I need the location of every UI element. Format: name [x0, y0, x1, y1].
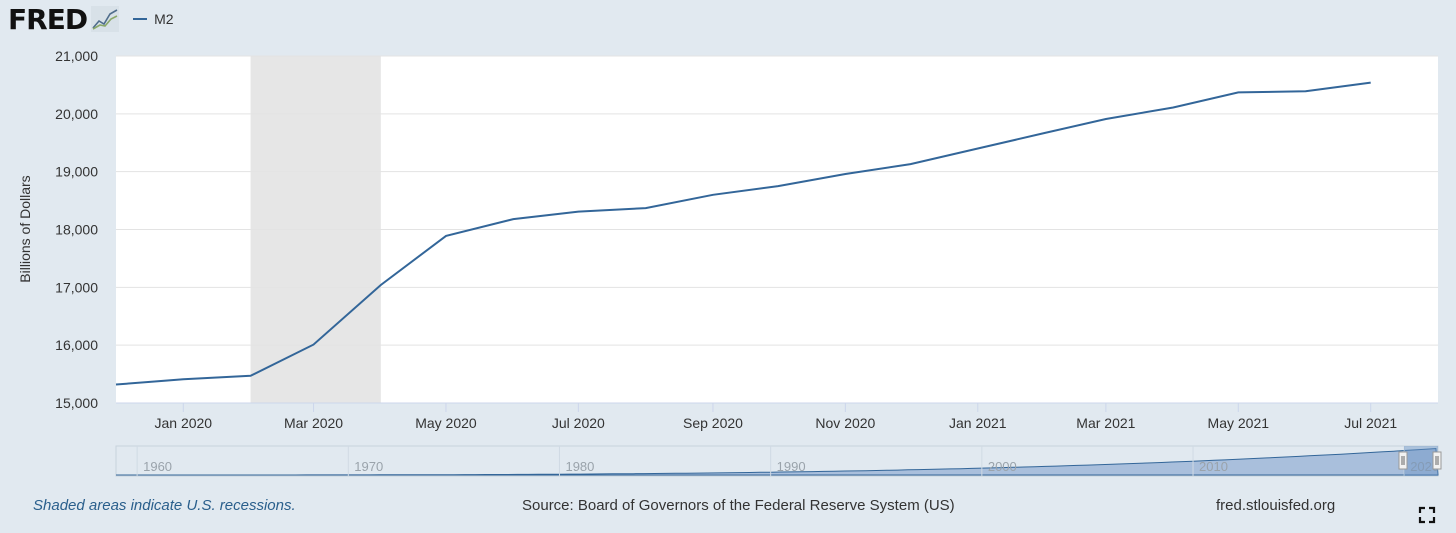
site-link[interactable]: fred.stlouisfed.org — [1216, 497, 1336, 514]
navigator-tick-label: 2000 — [988, 459, 1017, 474]
legend-swatch — [133, 18, 148, 20]
navigator-selection[interactable] — [1404, 446, 1438, 476]
navigator-tick-label: 2020 — [1410, 459, 1439, 474]
chart-legend[interactable]: M2 — [133, 11, 174, 27]
y-tick-label: 20,000 — [55, 106, 98, 122]
source-credit: Source: Board of Governors of the Federa… — [522, 497, 955, 514]
time-navigator[interactable]: 1960 1970 1980 1990 2000 2010 2020 — [115, 445, 1442, 477]
y-tick-label: 18,000 — [55, 222, 98, 238]
x-tick-label: Jul 2021 — [1344, 415, 1397, 431]
x-tick-label: Sep 2020 — [683, 415, 743, 431]
navigator-ticks: 1960 1970 1980 1990 2000 2010 2020 — [136, 446, 1439, 476]
x-tick-label: Nov 2020 — [815, 415, 875, 431]
navigator-tick-label: 2010 — [1199, 459, 1228, 474]
fullscreen-icon[interactable] — [1417, 505, 1437, 525]
y-tick-label: 19,000 — [55, 164, 98, 180]
fred-logo[interactable]: FRED — [8, 2, 88, 36]
y-tick-label: 21,000 — [55, 48, 98, 64]
navigator-left-handle[interactable] — [1398, 451, 1408, 470]
recession-note: Shaded areas indicate U.S. recessions. — [33, 497, 296, 514]
navigator-tick-label: 1960 — [143, 459, 172, 474]
y-axis-label: Billions of Dollars — [17, 175, 33, 282]
navigator-right-handle[interactable] — [1432, 451, 1442, 470]
y-tick-label: 17,000 — [55, 279, 98, 295]
chart-header: FRED M2 — [8, 2, 174, 36]
navigator-tick-label: 1970 — [354, 459, 383, 474]
legend-label: M2 — [154, 11, 174, 27]
navigator-tick-label: 1990 — [777, 459, 806, 474]
navigator-tick-label: 1980 — [565, 459, 594, 474]
x-tick-label: Jan 2021 — [949, 415, 1007, 431]
m2-line-chart: 15,000 16,000 17,000 18,000 19,000 20,000 21,0… — [17, 48, 1442, 477]
x-tick-label: May 2020 — [415, 415, 477, 431]
x-tick-label: Mar 2021 — [1076, 415, 1135, 431]
line-chart-icon — [91, 6, 120, 32]
navigator-area — [116, 447, 1439, 476]
y-tick-label: 16,000 — [55, 337, 98, 353]
y-axis: 15,000 16,000 17,000 18,000 19,000 20,000 21,0… — [55, 48, 98, 411]
m2-series-line[interactable] — [115, 81, 1371, 386]
x-tick-label: Jul 2020 — [552, 415, 605, 431]
x-tick-label: Jan 2020 — [154, 415, 212, 431]
x-tick-label: May 2021 — [1208, 415, 1270, 431]
y-tick-label: 15,000 — [55, 395, 98, 411]
x-axis: Jan 2020 Mar 2020 May 2020 Jul 2020 Sep 2020… — [116, 402, 1438, 431]
x-tick-label: Mar 2020 — [284, 415, 343, 431]
